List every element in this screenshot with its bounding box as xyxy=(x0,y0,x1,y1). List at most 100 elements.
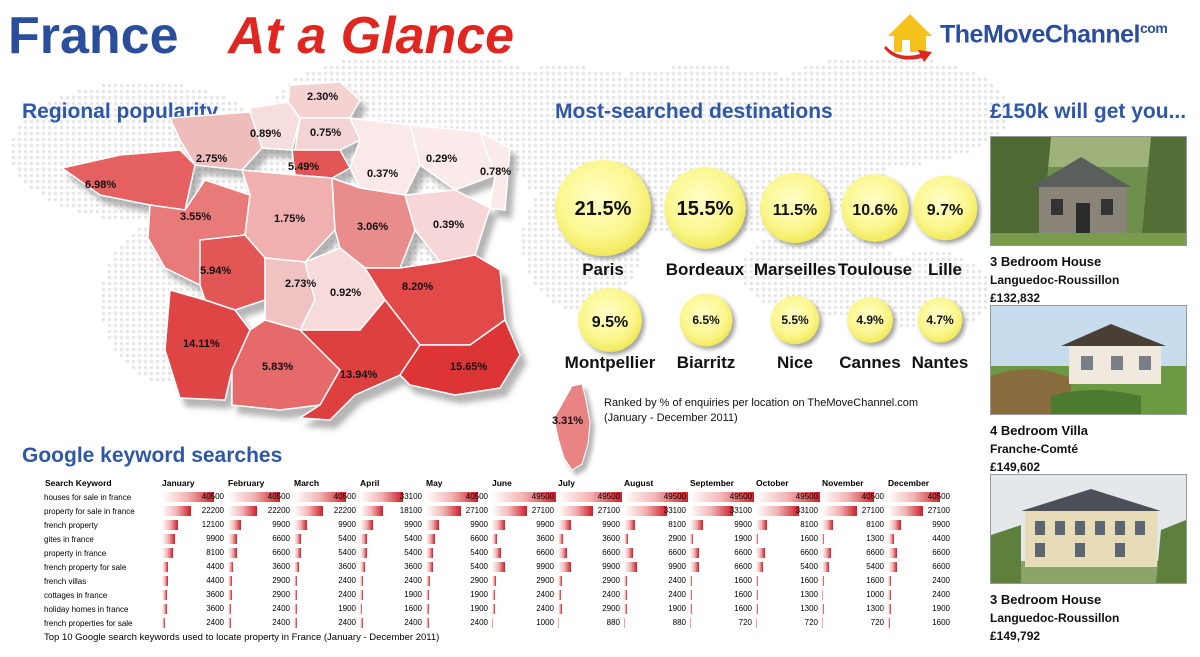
value-bar xyxy=(624,618,626,628)
table-cell: 6600 xyxy=(557,546,623,560)
table-cell: 2400 xyxy=(491,588,557,602)
cell-value: 2900 xyxy=(536,576,554,585)
value-bar xyxy=(888,618,891,628)
table-cell: 2400 xyxy=(359,574,425,588)
value-bar xyxy=(558,492,622,502)
listing-photo-stone-house xyxy=(990,136,1187,246)
region-bretagne xyxy=(60,149,196,211)
month-header: March xyxy=(294,478,320,488)
value-bar xyxy=(360,492,403,502)
table-cell: 3600 xyxy=(359,560,425,574)
cell-value: 2400 xyxy=(272,604,290,613)
table-cell: 1300 xyxy=(755,588,821,602)
table-cell: 2400 xyxy=(293,574,359,588)
logo-text: TheMoveChannelcom xyxy=(940,20,1168,49)
keyword-label: french property for sale xyxy=(44,562,127,572)
region-pct-label: 13.94% xyxy=(340,369,378,381)
value-bar xyxy=(624,548,633,558)
cell-value: 40500 xyxy=(927,492,950,501)
value-bar xyxy=(360,548,367,558)
value-bar xyxy=(690,618,691,628)
cell-value: 6600 xyxy=(602,548,620,557)
value-bar xyxy=(690,562,699,572)
listing-card-3[interactable]: 3 Bedroom House Languedoc-Roussillon £14… xyxy=(990,474,1187,645)
table-cell: 33100 xyxy=(755,504,821,518)
cell-value: 6600 xyxy=(470,534,488,543)
cell-value: 40500 xyxy=(465,492,488,501)
region-pct-label: 0.75% xyxy=(310,127,341,139)
cell-value: 3600 xyxy=(602,534,620,543)
table-cell: 8100 xyxy=(755,518,821,532)
cell-value: 1600 xyxy=(800,534,818,543)
value-bar xyxy=(822,492,875,502)
value-bar xyxy=(492,618,494,628)
cell-value: 2900 xyxy=(668,534,686,543)
cell-value: 5400 xyxy=(800,562,818,571)
cell-value: 1000 xyxy=(536,618,554,627)
region-pct-label: 0.29% xyxy=(426,153,457,165)
table-cell: 1000 xyxy=(491,616,557,630)
listings-title: £150k will get you... xyxy=(990,100,1187,123)
region-pct-label: 8.20% xyxy=(402,281,433,293)
cell-value: 1600 xyxy=(734,604,752,613)
value-bar xyxy=(228,548,237,558)
cell-value: 2400 xyxy=(338,590,356,599)
value-bar xyxy=(756,492,820,502)
value-bar xyxy=(558,534,563,544)
table-cell: 9900 xyxy=(491,518,557,532)
value-bar xyxy=(228,562,233,572)
bubble-biarritz xyxy=(679,293,733,347)
cell-value: 880 xyxy=(606,618,620,627)
table-cell: 22200 xyxy=(227,504,293,518)
value-bar xyxy=(690,548,699,558)
table-cell: 9900 xyxy=(557,560,623,574)
keyword-table-caption: Top 10 Google search keywords used to lo… xyxy=(44,632,440,643)
cell-value: 3600 xyxy=(206,604,224,613)
table-row: french villas 4400 2900 2400 2400 2900 2900 290… xyxy=(44,574,953,588)
table-cell: 1600 xyxy=(887,616,953,630)
cell-value: 5400 xyxy=(404,548,422,557)
value-bar xyxy=(756,548,765,558)
value-bar xyxy=(228,590,232,600)
table-cell: 1900 xyxy=(689,532,755,546)
bubble-value-label: 21.5% xyxy=(575,198,632,220)
value-bar xyxy=(294,520,307,530)
value-bar xyxy=(558,604,562,614)
cell-value: 9900 xyxy=(272,520,290,529)
cell-value: 22200 xyxy=(333,506,356,515)
value-bar xyxy=(162,562,168,572)
table-cell: 2400 xyxy=(623,574,689,588)
cell-value: 9900 xyxy=(536,520,554,529)
cell-value: 9900 xyxy=(206,534,224,543)
table-cell: 40500 xyxy=(227,490,293,504)
cell-value: 6600 xyxy=(932,562,950,571)
cell-value: 3600 xyxy=(404,562,422,571)
cell-value: 4400 xyxy=(932,534,950,543)
cell-value: 2400 xyxy=(206,618,224,627)
value-bar xyxy=(162,618,166,628)
table-cell: 49500 xyxy=(557,490,623,504)
cell-value: 40500 xyxy=(201,492,224,501)
table-cell: 6600 xyxy=(755,546,821,560)
value-bar xyxy=(756,506,799,516)
table-cell: 5400 xyxy=(293,532,359,546)
value-bar xyxy=(756,562,763,572)
value-bar xyxy=(360,576,364,586)
listing-card-2[interactable]: 4 Bedroom Villa Franche-Comté £149,602 xyxy=(990,305,1187,476)
table-cell: 1600 xyxy=(359,602,425,616)
listing-type: 3 Bedroom House xyxy=(990,592,1102,607)
table-cell: 4400 xyxy=(887,532,953,546)
value-bar xyxy=(162,576,168,586)
table-cell: 5400 xyxy=(425,546,491,560)
city-label: Bordeaux xyxy=(666,260,745,279)
cell-value: 1900 xyxy=(404,590,422,599)
column-header: Search Keyword xyxy=(45,478,112,488)
listing-card-1[interactable]: 3 Bedroom House Languedoc-Roussillon £13… xyxy=(990,136,1187,307)
value-bar xyxy=(888,604,891,614)
cell-value: 720 xyxy=(804,618,818,627)
value-bar xyxy=(492,590,496,600)
table-cell: 6600 xyxy=(491,546,557,560)
cell-value: 1900 xyxy=(338,604,356,613)
table-cell: 6600 xyxy=(689,560,755,574)
cell-value: 49500 xyxy=(729,492,752,501)
